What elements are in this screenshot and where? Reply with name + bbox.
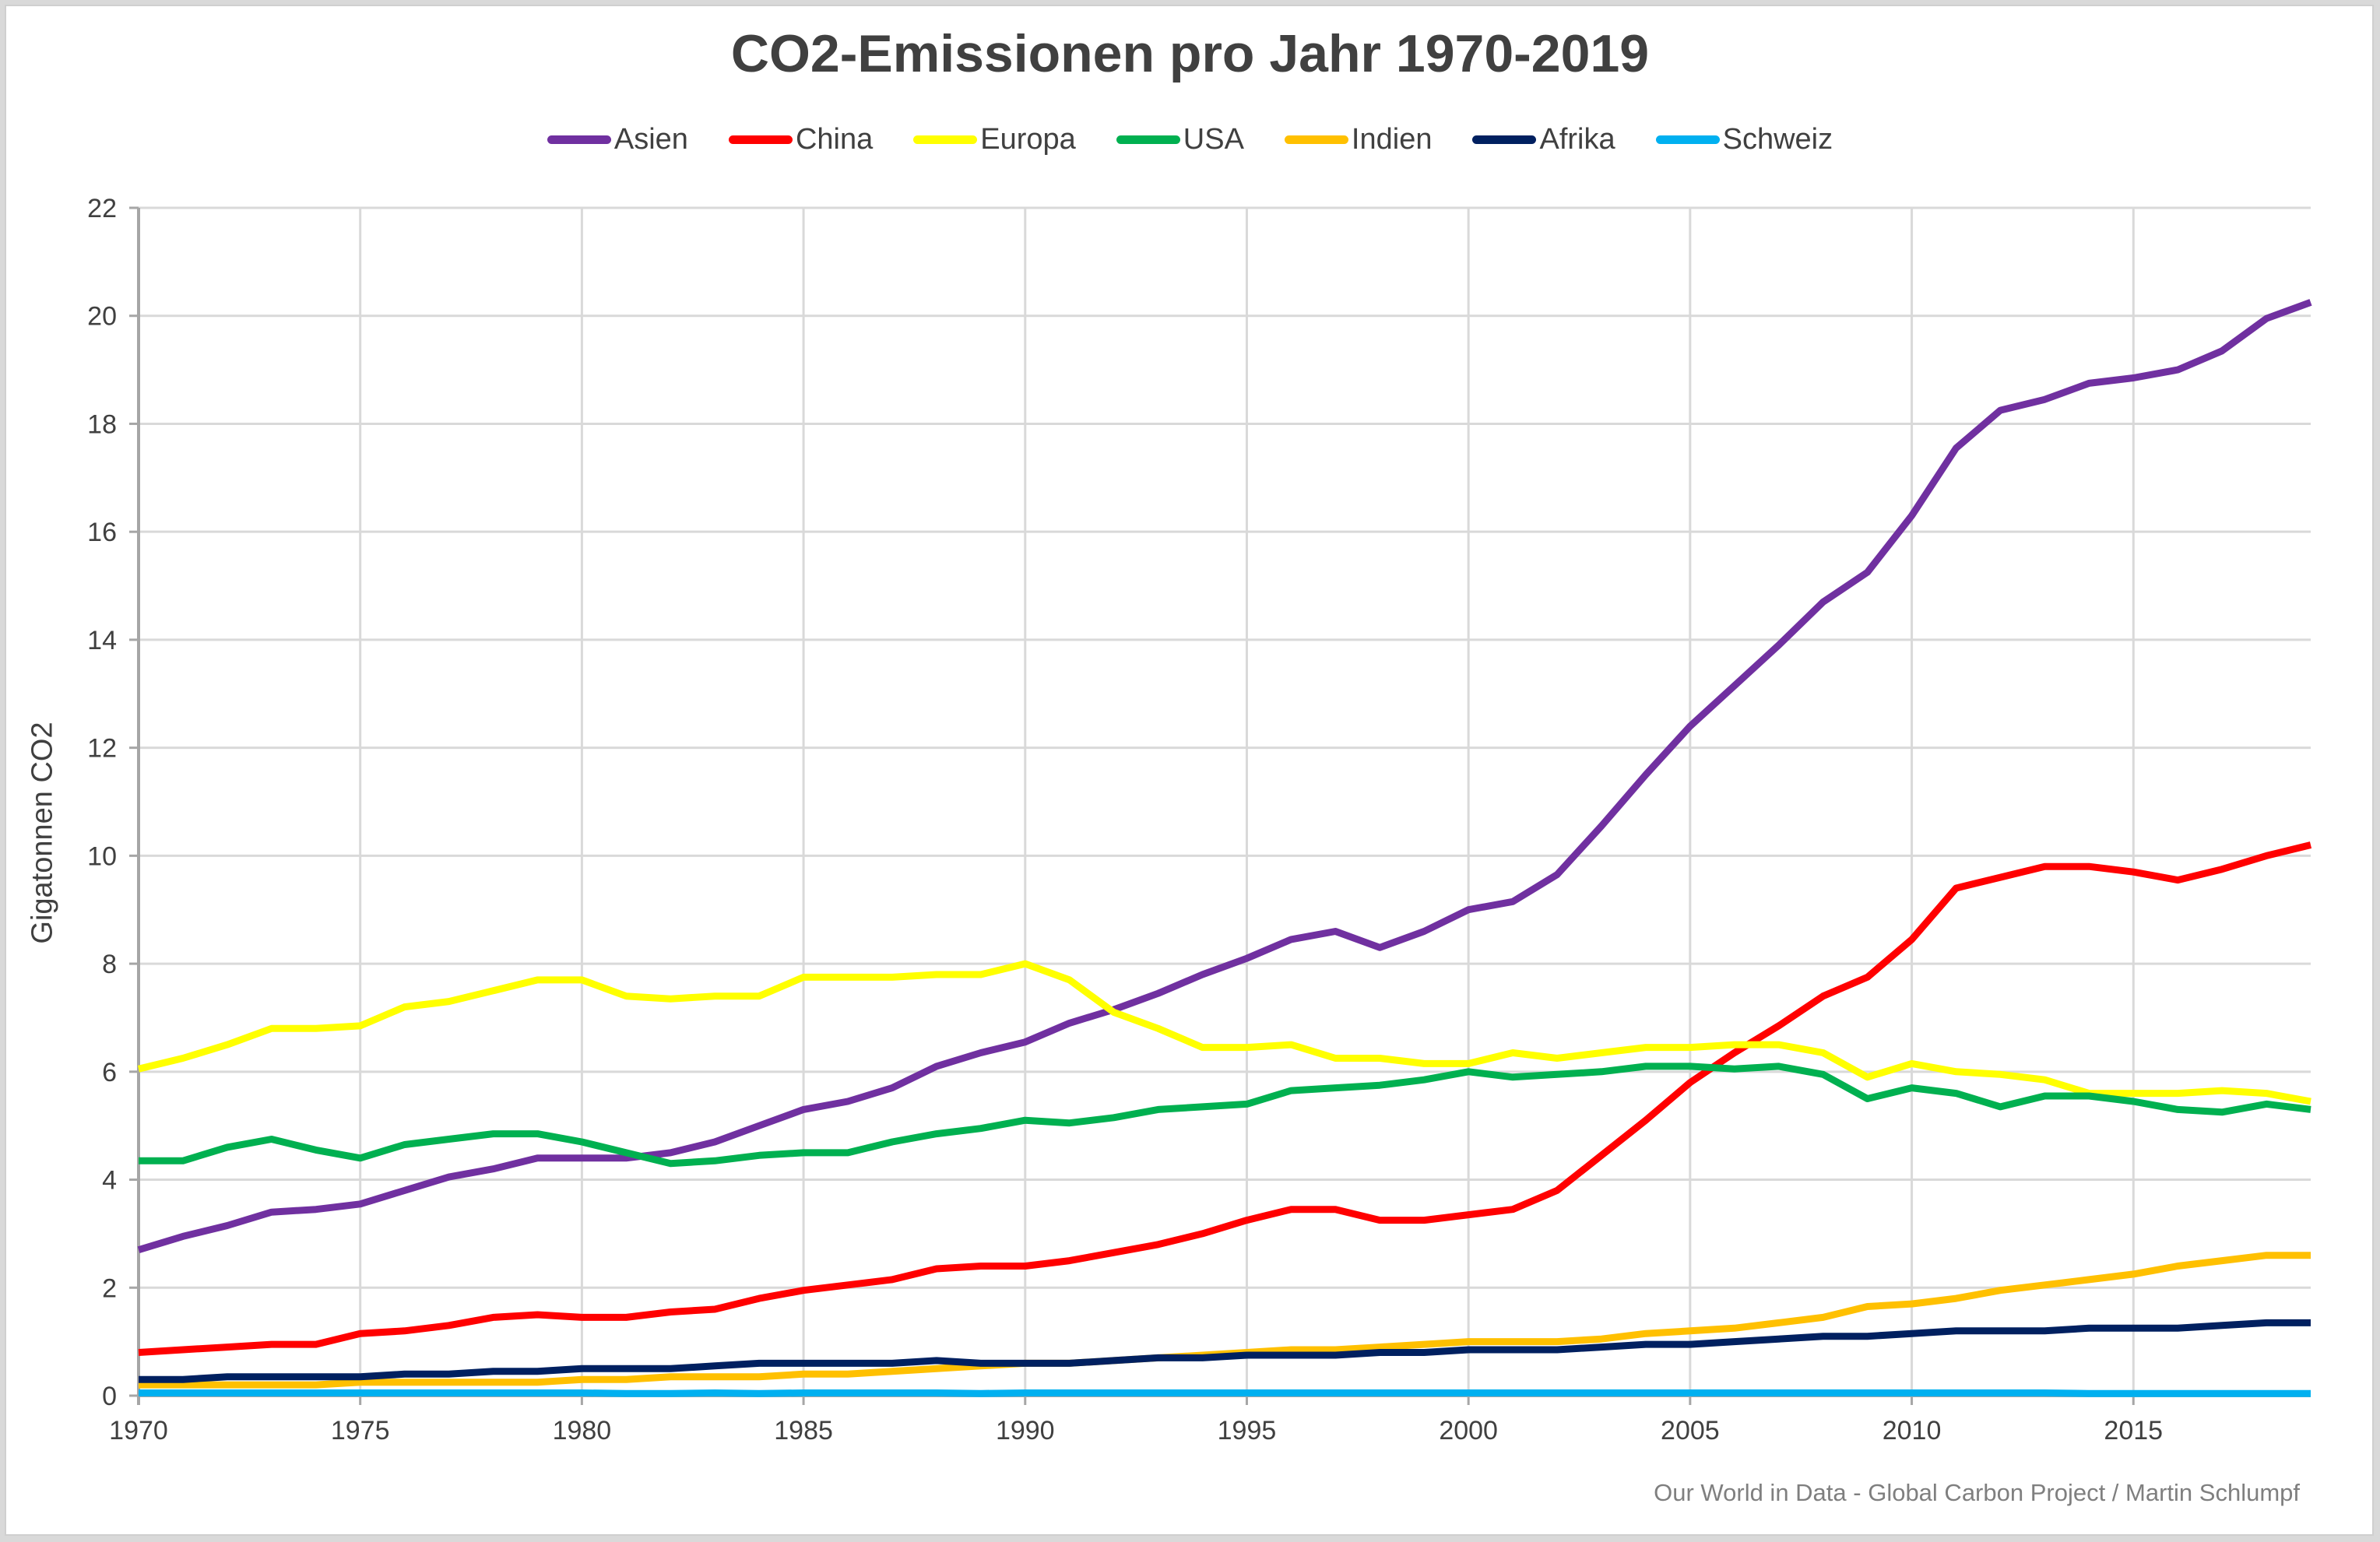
legend-label: Schweiz — [1722, 123, 1833, 156]
legend-item-china: China — [728, 123, 874, 156]
y-tick-label: 22 — [87, 194, 117, 223]
legend-label: China — [795, 123, 874, 156]
legend-label: Asien — [613, 123, 688, 156]
chart-frame — [5, 5, 2374, 1536]
legend: Asien China Europa USA Indien Afrika Sch… — [0, 123, 2380, 156]
y-tick-label: 2 — [102, 1273, 117, 1303]
y-tick-label: 6 — [102, 1058, 117, 1087]
x-tick-label: 1980 — [553, 1416, 612, 1445]
legend-label: USA — [1183, 123, 1244, 156]
series-lines — [137, 299, 2312, 1397]
x-tick-label: 2015 — [2104, 1416, 2163, 1445]
chart-title: CO2-Emissionen pro Jahr 1970-2019 — [730, 24, 1650, 83]
series-line-china — [138, 841, 2312, 1356]
y-tick-label: 8 — [102, 950, 117, 979]
x-tick-label: 2000 — [1439, 1416, 1498, 1445]
tick-labels: 0 2 4 6 8 10 12 14 16 18 20 22 1970 1975 1980 1985 1990 1… — [87, 194, 2163, 1445]
y-tick-label: 12 — [87, 734, 117, 764]
legend-swatch — [1472, 135, 1537, 144]
legend-swatch — [728, 135, 793, 144]
source-credit: Our World in Data - Global Carbon Projec… — [1654, 1479, 2300, 1506]
legend-swatch — [1116, 135, 1180, 144]
legend-label: Indien — [1351, 123, 1433, 156]
x-tick-label: 1970 — [109, 1416, 168, 1445]
series-line-europa — [137, 960, 2311, 1105]
y-tick-label: 14 — [87, 626, 117, 655]
legend-label: Afrika — [1539, 123, 1615, 156]
x-tick-label: 1995 — [1218, 1416, 1277, 1445]
legend-item-schweiz: Schweiz — [1655, 123, 1833, 156]
series-line-schweiz — [139, 1389, 2311, 1397]
y-tick-label: 16 — [87, 518, 117, 547]
x-tick-label: 1990 — [996, 1416, 1055, 1445]
legend-swatch — [1655, 135, 1720, 144]
series-line-usa — [139, 1063, 2311, 1168]
y-tick-label: 4 — [102, 1166, 117, 1196]
legend-item-usa: USA — [1116, 123, 1244, 156]
y-tick-label: 20 — [87, 302, 117, 332]
series-line-asien — [137, 299, 2312, 1254]
y-tick-label: 18 — [87, 409, 117, 439]
x-tick-label: 1985 — [774, 1416, 833, 1445]
x-tick-label: 2010 — [1883, 1416, 1942, 1445]
legend-label: Europa — [980, 123, 1076, 156]
legend-swatch — [913, 135, 978, 144]
legend-swatch — [1284, 135, 1348, 144]
legend-item-indien: Indien — [1284, 123, 1433, 156]
gridlines — [139, 206, 2311, 1396]
y-tick-label: 10 — [87, 841, 117, 871]
x-tick-label: 2005 — [1661, 1416, 1720, 1445]
x-tick-label: 1975 — [331, 1416, 390, 1445]
y-tick-label: 0 — [102, 1382, 117, 1411]
legend-swatch — [547, 135, 611, 144]
legend-item-europa: Europa — [913, 123, 1076, 156]
series-line-afrika — [139, 1319, 2311, 1383]
legend-item-asien: Asien — [547, 123, 688, 156]
legend-item-afrika: Afrika — [1472, 123, 1615, 156]
